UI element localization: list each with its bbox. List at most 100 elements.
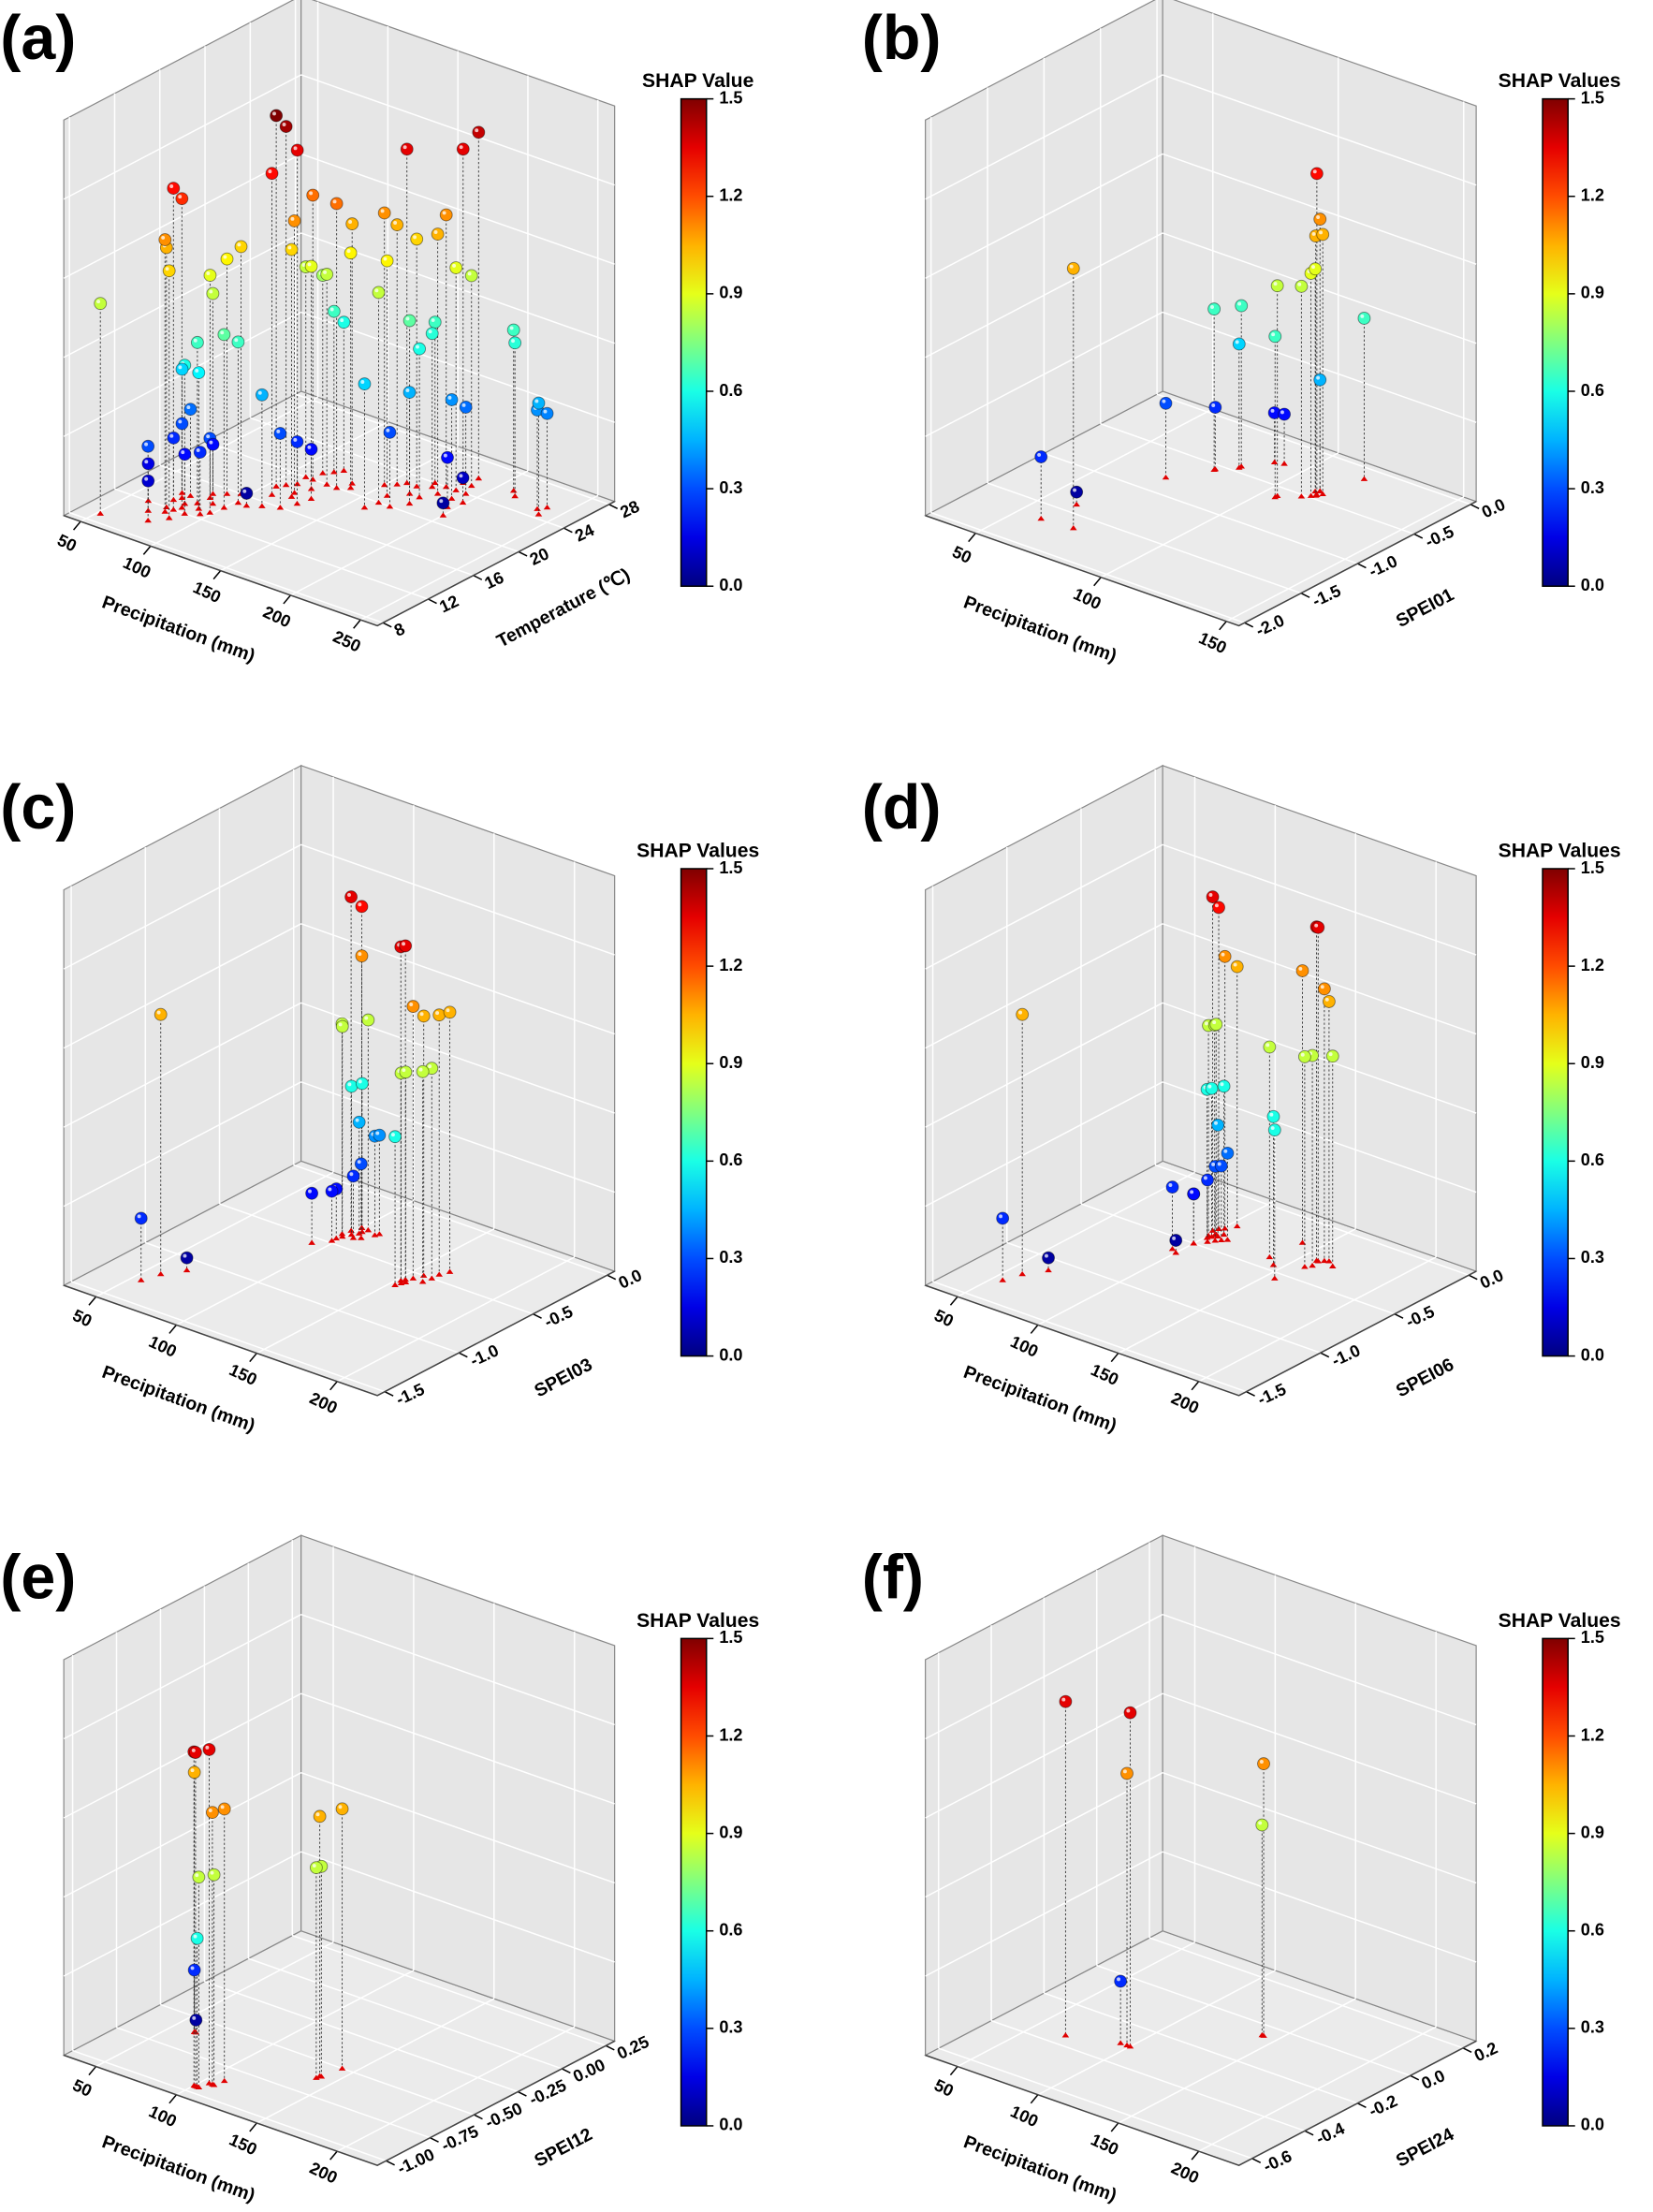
- floor-marker: [380, 481, 388, 488]
- wall-grid: [63, 74, 302, 200]
- y-tick-label: 0.25: [614, 2032, 651, 2063]
- floor-marker: [209, 491, 217, 496]
- colorbar-title: SHAP Values: [1499, 70, 1621, 92]
- floor-marker: [1321, 1257, 1328, 1264]
- point: [344, 1079, 358, 1093]
- floor-marker: [1236, 464, 1243, 470]
- floor-marker: [193, 2084, 201, 2089]
- floor-marker: [144, 517, 152, 523]
- tick-mark: [353, 619, 361, 629]
- point: [285, 242, 299, 256]
- colorbar-tick-label: 1.2: [1581, 956, 1604, 974]
- point: [1309, 262, 1323, 276]
- point: [1268, 330, 1282, 344]
- floor-marker: [383, 492, 391, 498]
- tick-mark: [1030, 2094, 1039, 2104]
- floor-marker: [272, 483, 280, 489]
- point-highlight: [1210, 305, 1214, 309]
- grid-line: [95, 1941, 334, 2068]
- grid-line: [1198, 1256, 1437, 1383]
- x-tick-label: 100: [1007, 1332, 1041, 1361]
- colorbar-tick-label: 1.5: [719, 858, 742, 877]
- point-highlight: [452, 263, 457, 268]
- x-tick-label: 50: [70, 1306, 95, 1331]
- tick-mark: [968, 533, 976, 543]
- floor-marker: [210, 2082, 218, 2087]
- colorbar: [680, 97, 708, 587]
- point-highlight: [467, 271, 472, 276]
- floor-marker: [328, 1238, 336, 1243]
- tick-mark: [1357, 563, 1367, 569]
- grid-line: [204, 441, 519, 553]
- floor-marker: [348, 480, 356, 486]
- tick-mark: [608, 504, 619, 510]
- floor-marker: [1316, 488, 1324, 493]
- point: [346, 1169, 360, 1183]
- tick-mark: [430, 2137, 439, 2143]
- point-highlight: [409, 1003, 414, 1006]
- point: [1169, 1234, 1183, 1247]
- wall-grid: [925, 923, 1163, 1049]
- tick-mark: [1462, 2047, 1472, 2053]
- colorbar-tick-label: 0.3: [1581, 1248, 1604, 1267]
- point: [1316, 227, 1330, 242]
- floor-marker: [1233, 1223, 1241, 1229]
- point-highlight: [1172, 1236, 1177, 1240]
- x-tick-label: 50: [54, 531, 80, 556]
- point: [220, 252, 234, 266]
- floor-marker: [1223, 1237, 1232, 1242]
- point-highlight: [1269, 1112, 1274, 1117]
- floor-marker: [183, 1267, 191, 1273]
- point-highlight: [357, 1160, 361, 1165]
- tick-mark: [458, 1352, 468, 1358]
- point: [1309, 167, 1324, 181]
- point: [441, 450, 454, 464]
- grid-line: [1156, 393, 1471, 505]
- point-highlight: [181, 450, 185, 455]
- point: [1297, 1049, 1311, 1063]
- point-highlight: [380, 209, 385, 213]
- wall-grid: [1162, 843, 1477, 956]
- floor-marker: [144, 497, 153, 504]
- colorbar-tick-label: 0.3: [719, 1248, 742, 1267]
- grid-line: [1100, 423, 1414, 535]
- point: [193, 446, 207, 460]
- tick-mark: [949, 2066, 958, 2076]
- floor-marker: [287, 493, 296, 499]
- point: [1070, 485, 1084, 499]
- point-highlight: [223, 255, 227, 259]
- point: [290, 435, 304, 448]
- point: [203, 269, 217, 283]
- point-highlight: [1280, 410, 1284, 415]
- tick-mark: [88, 1296, 97, 1306]
- point-highlight: [315, 1812, 320, 1817]
- point: [1295, 279, 1309, 293]
- grid-line: [290, 470, 529, 596]
- point-highlight: [1207, 1084, 1212, 1089]
- wall-grid: [63, 153, 302, 279]
- point-highlight: [1211, 403, 1216, 407]
- point-highlight: [290, 216, 295, 221]
- point-highlight: [165, 267, 169, 271]
- point-highlight: [1360, 314, 1365, 318]
- tick-mark: [1110, 2122, 1119, 2132]
- point: [265, 167, 279, 181]
- point: [192, 1870, 206, 1884]
- wall-grid: [1162, 1772, 1477, 1884]
- colorbar: [680, 868, 708, 1357]
- floor-marker: [1269, 1262, 1278, 1267]
- floor-marker: [338, 1233, 346, 1239]
- colorbar-tick-label: 0.6: [719, 1921, 742, 1940]
- point-highlight: [193, 1934, 197, 1939]
- point: [1221, 1146, 1235, 1160]
- point-highlight: [268, 169, 272, 174]
- floor-marker: [169, 506, 178, 512]
- colorbar: [1542, 1637, 1569, 2127]
- point-highlight: [169, 433, 174, 438]
- point-highlight: [347, 893, 351, 897]
- floor-marker: [319, 470, 327, 476]
- point-highlight: [156, 1010, 161, 1015]
- floor-marker: [1211, 466, 1220, 472]
- point-highlight: [358, 1079, 362, 1084]
- wall-grid: [63, 1692, 302, 1819]
